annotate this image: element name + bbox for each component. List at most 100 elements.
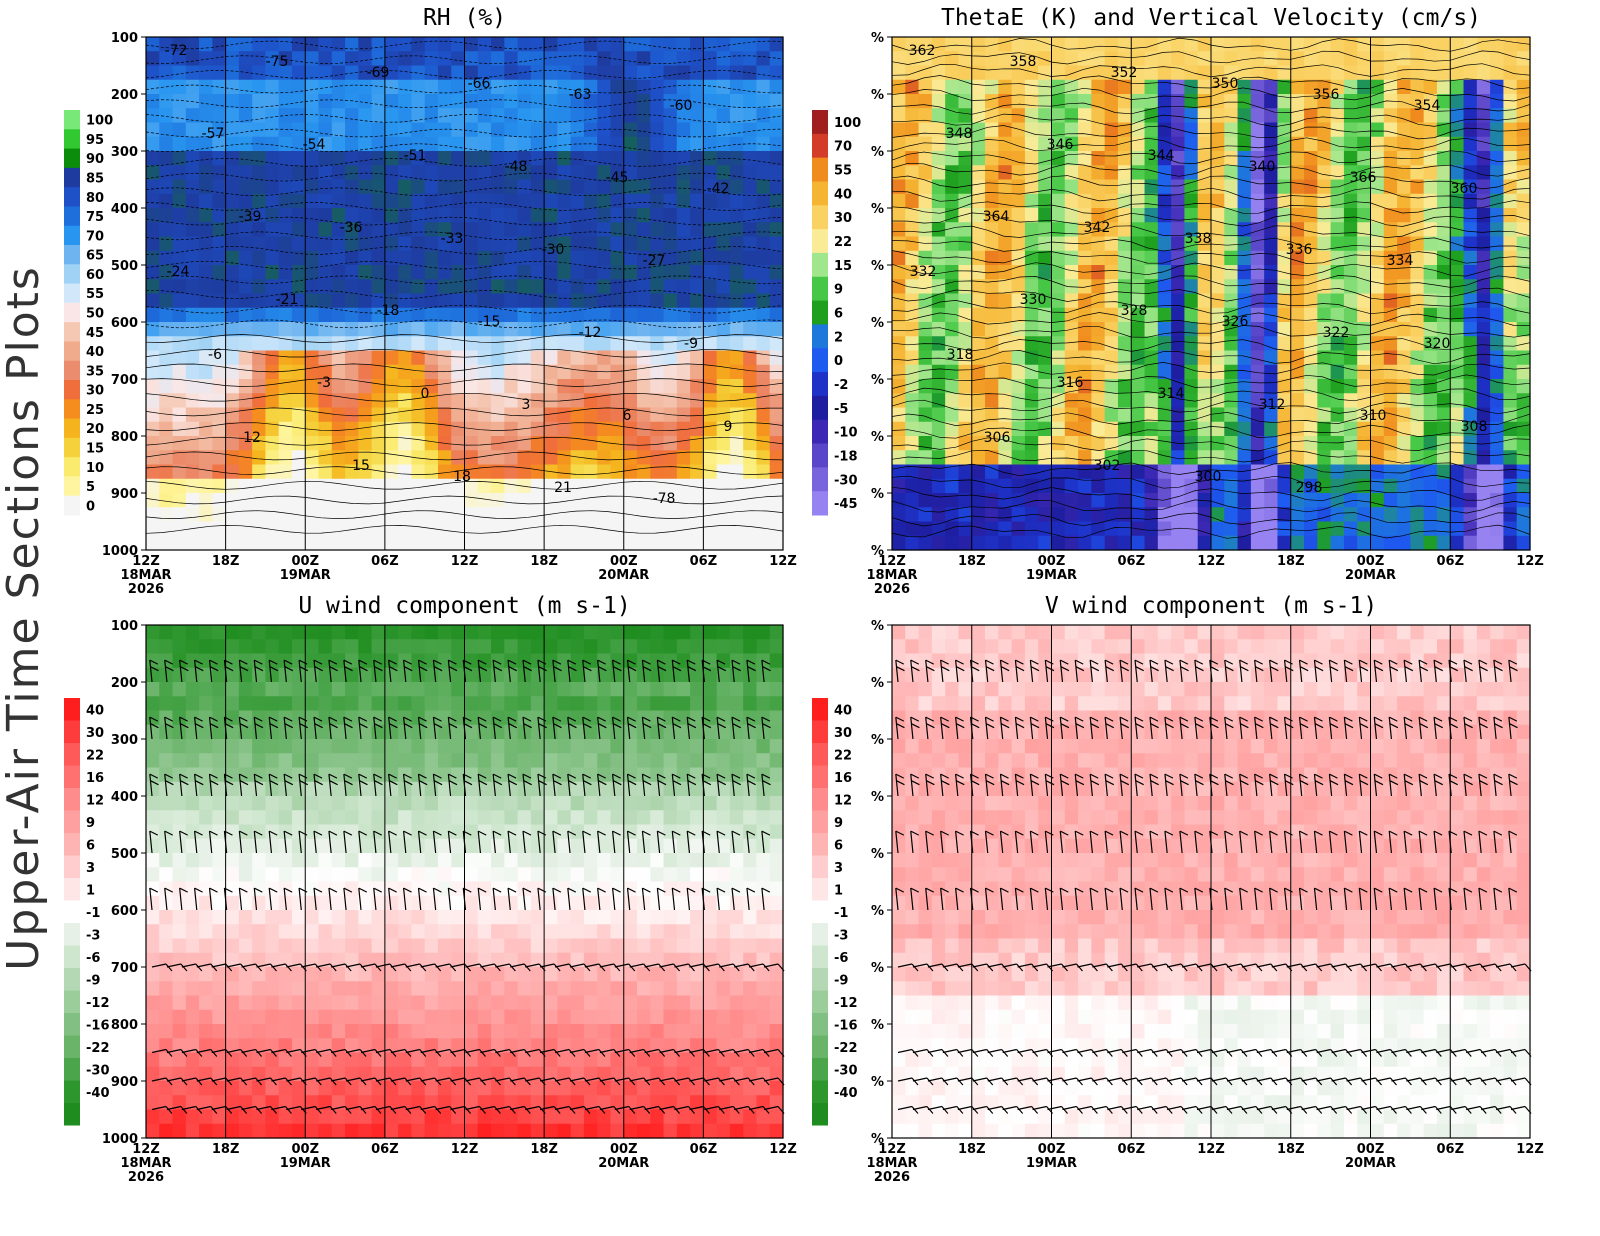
rh-field-cell <box>331 51 346 67</box>
thetae-field-cell <box>1197 307 1212 323</box>
rh-field-cell <box>398 407 413 423</box>
rh-field-cell <box>238 336 253 352</box>
rh-field-cell <box>676 293 691 309</box>
thetae-field-cell <box>1476 208 1491 223</box>
rh-field-cell <box>411 450 426 466</box>
rh-field-cell <box>650 94 665 109</box>
rh-field-cell <box>557 179 572 195</box>
thetae-field-cell <box>1237 94 1252 109</box>
rh-field-cell <box>597 279 612 295</box>
rh-field-cell <box>451 421 466 437</box>
uwind-field-cell <box>252 781 267 797</box>
rh-field-cell <box>291 179 306 195</box>
thetae-colorbar-swatch <box>812 110 828 135</box>
thetae-field-cell <box>1476 450 1491 466</box>
rh-field-cell <box>676 307 691 323</box>
thetae-field-cell <box>1091 79 1106 95</box>
thetae-field-cell <box>1104 165 1119 181</box>
uwind-field-cell <box>146 682 160 697</box>
uwind-field-cell <box>146 653 160 669</box>
rh-field-cell <box>491 493 505 508</box>
rh-field-cell <box>358 521 373 537</box>
thetae-field-cell <box>1304 122 1318 138</box>
rh-field-cell <box>384 193 399 209</box>
rh-field-cell <box>530 222 545 238</box>
rh-field-cell <box>212 65 227 81</box>
uwind-field-cell <box>331 639 346 655</box>
rh-field-cell <box>252 108 267 124</box>
thetae-field-cell <box>1237 293 1252 309</box>
rh-field-cell <box>252 151 267 166</box>
uwind-field-cell <box>557 938 572 954</box>
uwind-field-cell <box>146 1081 160 1096</box>
thetae-field-cell <box>1304 364 1318 380</box>
uwind-field-cell <box>146 924 160 940</box>
uwind-field-cell <box>451 938 466 954</box>
uwind-field-cell <box>331 867 346 883</box>
thetae-field-cell <box>1397 535 1411 551</box>
thetae-field-cell <box>971 293 986 309</box>
rh-field-cell <box>185 421 200 437</box>
uwind-field-cell <box>411 1009 426 1025</box>
rh-field-cell <box>530 421 545 437</box>
rh-field-cell <box>159 108 174 124</box>
rh-field-cell <box>238 236 253 252</box>
rh-field-cell <box>384 108 399 124</box>
rh-field-cell <box>583 464 598 480</box>
rh-field-cell <box>212 407 227 423</box>
rh-y-tick-label: 200 <box>111 88 138 103</box>
rh-field-cell <box>690 51 704 67</box>
rh-field-cell <box>252 307 267 323</box>
thetae-field-cell <box>1463 65 1478 81</box>
thetae-field-cell <box>1330 208 1345 223</box>
thetae-field-cell <box>971 193 986 209</box>
thetae-field-cell <box>1304 265 1318 280</box>
uwind-field-cell <box>212 938 227 954</box>
uwind-field-cell <box>185 625 200 640</box>
uwind-field-cell <box>172 724 187 740</box>
rh-field-cell <box>769 307 784 323</box>
uwind-field-cell <box>265 696 280 712</box>
uwind-field-cell <box>557 810 572 826</box>
rh-field-cell <box>185 507 200 523</box>
uwind-field-cell <box>331 696 346 712</box>
rh-field-cell <box>451 293 466 309</box>
uwind-field-cell <box>265 938 280 954</box>
uwind-field-cell <box>437 1024 452 1039</box>
rh-field-cell <box>185 393 200 409</box>
rh-field-cell <box>769 265 784 280</box>
rh-field-cell <box>623 322 638 337</box>
rh-field-cell <box>491 521 505 537</box>
rh-field-cell <box>729 37 744 52</box>
rh-field-cell <box>517 179 532 195</box>
uwind-field-cell <box>384 625 399 640</box>
rh-field-cell <box>238 193 253 209</box>
rh-field-cell <box>637 136 651 152</box>
thetae-field-cell <box>1117 535 1132 551</box>
rh-field-cell <box>676 265 691 280</box>
thetae-field-cell <box>918 379 933 394</box>
uwind-field-cell <box>504 881 519 897</box>
rh-contour-label: -78 <box>653 491 676 507</box>
uwind-field-cell <box>345 767 359 783</box>
rh-field-cell <box>345 436 359 451</box>
uwind-field-cell <box>451 981 466 997</box>
thetae-field-cell <box>1224 464 1239 480</box>
rh-field-cell <box>185 265 200 280</box>
uwind-field-cell <box>491 1024 505 1039</box>
thetae-field-cell <box>998 179 1013 195</box>
uwind-field-cell <box>411 625 426 640</box>
uwind-field-cell <box>504 1123 519 1139</box>
rh-field-cell <box>225 322 240 337</box>
thetae-field-cell <box>958 507 973 523</box>
thetae-field-cell <box>1397 222 1411 238</box>
rh-field-cell <box>398 350 413 366</box>
uwind-field-cell <box>225 796 240 811</box>
rh-field-cell <box>729 79 744 95</box>
rh-field-cell <box>199 51 213 67</box>
thetae-field-cell <box>1197 350 1212 366</box>
rh-field-cell <box>729 151 744 166</box>
uwind-field-cell <box>437 853 452 868</box>
uwind-field-cell <box>238 853 253 868</box>
thetae-field-cell <box>1383 122 1398 138</box>
